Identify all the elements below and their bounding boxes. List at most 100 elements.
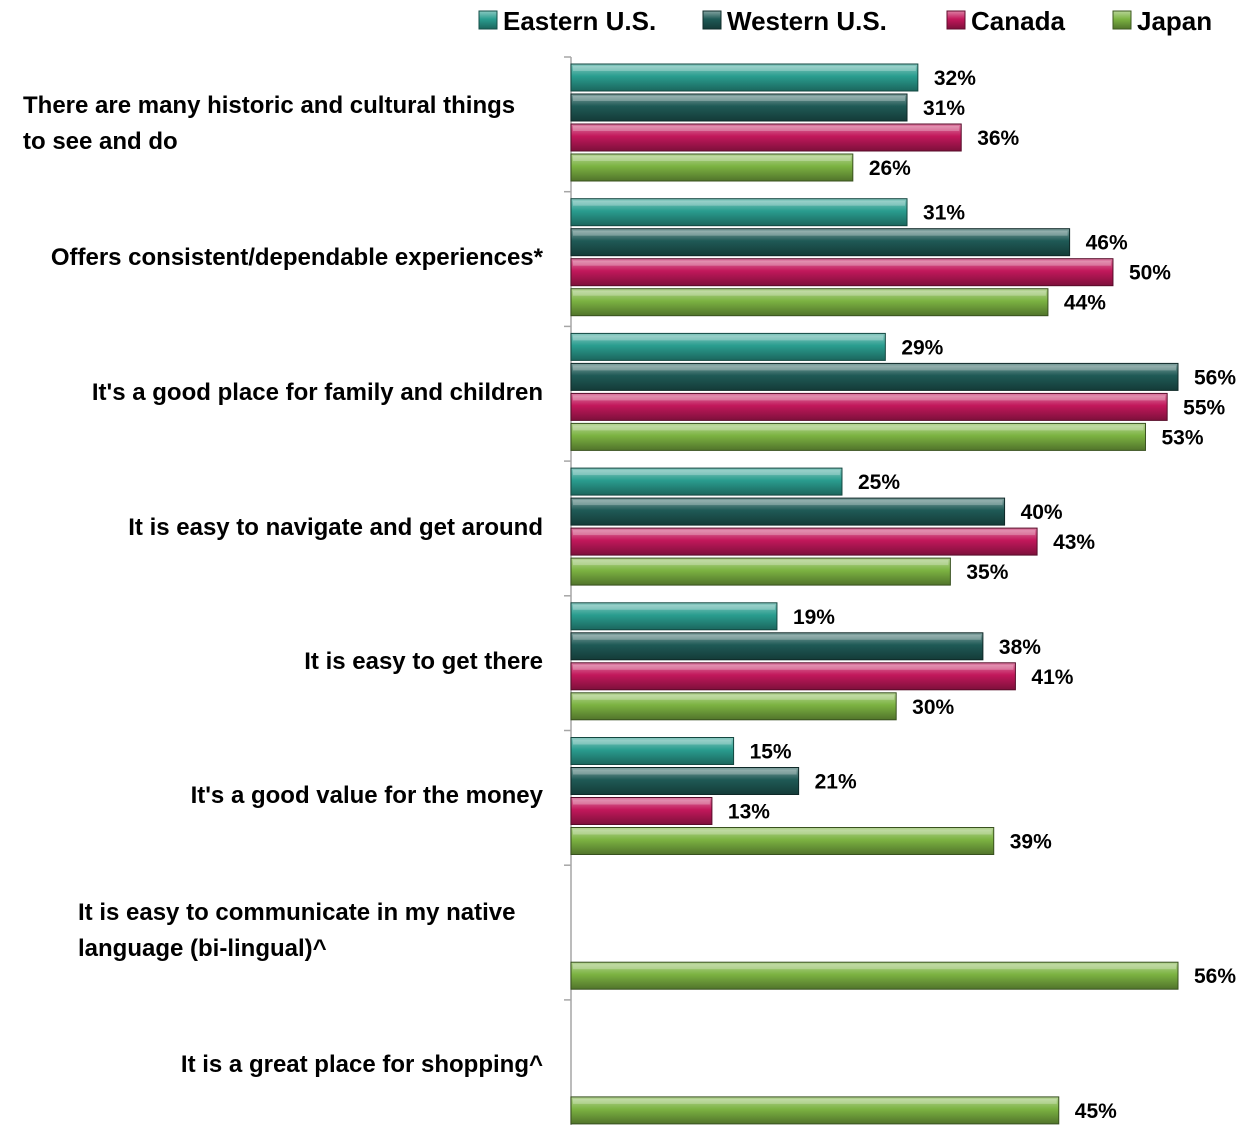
data-label-japan: 44%	[1064, 292, 1106, 315]
bar-highlight	[573, 335, 884, 341]
bar-highlight	[573, 500, 1003, 506]
bar-canada	[570, 258, 1114, 287]
category-label: It is easy to communicate in my native	[78, 899, 515, 926]
bar-western-u-s	[570, 362, 1179, 391]
bar-western-u-s	[570, 93, 908, 122]
bar-highlight	[573, 365, 1176, 371]
category-label: It's a good place for family and childre…	[92, 379, 543, 406]
legend-swatch	[478, 10, 498, 30]
data-labels: 32% 31% 29% 25% 19% 15% 31% 46% 56% 40% 38% 21% 36% 5…	[728, 67, 1236, 1123]
bar-western-u-s	[570, 228, 1071, 257]
bar-highlight	[573, 200, 906, 206]
data-label-japan: 35%	[966, 561, 1008, 584]
bar-highlight	[573, 530, 1036, 536]
bar-highlight	[573, 425, 1144, 431]
bar-japan	[570, 692, 897, 721]
data-label-western-u-s: 56%	[1194, 366, 1236, 389]
data-label-canada: 41%	[1031, 666, 1073, 689]
legend-swatch	[946, 10, 966, 30]
bars	[570, 63, 1179, 1125]
legend-item-eastern-u-s: Eastern U.S.	[478, 6, 656, 36]
bar-japan	[570, 961, 1179, 990]
data-label-western-u-s: 38%	[999, 636, 1041, 659]
bar-highlight	[573, 694, 895, 700]
data-label-japan: 45%	[1075, 1100, 1117, 1123]
legend: Eastern U.S. Western U.S. Canada Japan	[478, 6, 1212, 36]
category-label: There are many historic and cultural thi…	[23, 92, 515, 119]
data-label-western-u-s: 31%	[923, 97, 965, 120]
bar-western-u-s	[570, 632, 984, 661]
bar-canada	[570, 527, 1038, 556]
bar-japan	[570, 1096, 1060, 1125]
bar-highlight	[573, 769, 797, 775]
bar-highlight	[573, 260, 1111, 266]
legend-label: Japan	[1137, 6, 1212, 36]
bar-highlight	[573, 470, 840, 476]
legend-item-japan: Japan	[1112, 6, 1212, 36]
legend-label: Western U.S.	[727, 6, 887, 36]
data-label-eastern-u-s: 19%	[793, 606, 835, 629]
category-label: to see and do	[23, 128, 178, 155]
data-label-eastern-u-s: 15%	[750, 741, 792, 764]
bar-eastern-u-s	[570, 737, 735, 765]
category-label: Offers consistent/dependable experiences…	[51, 244, 544, 271]
bar-highlight	[573, 290, 1046, 296]
data-label-eastern-u-s: 29%	[901, 336, 943, 359]
legend-item-canada: Canada	[946, 6, 1065, 36]
bar-japan	[570, 557, 951, 586]
bar-highlight	[573, 664, 1014, 670]
bar-highlight	[573, 604, 775, 610]
bar-canada	[570, 797, 713, 825]
data-label-canada: 36%	[977, 127, 1019, 150]
bar-western-u-s	[570, 767, 800, 795]
bar-highlight	[573, 799, 710, 805]
category-label: language (bi-lingual)^	[78, 935, 327, 962]
data-label-western-u-s: 40%	[1021, 501, 1063, 524]
data-label-eastern-u-s: 25%	[858, 471, 900, 494]
data-label-canada: 55%	[1183, 396, 1225, 419]
bar-eastern-u-s	[570, 467, 843, 496]
data-label-canada: 43%	[1053, 531, 1095, 554]
bar-highlight	[573, 560, 949, 566]
legend-item-western-u-s: Western U.S.	[702, 6, 887, 36]
bar-highlight	[573, 1098, 1057, 1104]
data-label-japan: 30%	[912, 696, 954, 719]
category-label: It is a great place for shopping^	[181, 1051, 543, 1078]
bar-highlight	[573, 126, 960, 131]
bar-highlight	[573, 156, 851, 161]
data-label-eastern-u-s: 31%	[923, 202, 965, 225]
data-label-japan: 53%	[1161, 426, 1203, 449]
bar-highlight	[573, 634, 981, 640]
bar-highlight	[573, 96, 906, 101]
bar-japan	[570, 422, 1146, 451]
category-label: It is easy to navigate and get around	[128, 514, 543, 541]
bar-eastern-u-s	[570, 332, 886, 361]
data-label-japan: 39%	[1010, 831, 1052, 854]
bar-highlight	[573, 230, 1068, 236]
bar-canada	[570, 123, 962, 152]
data-label-japan: 26%	[869, 157, 911, 180]
bar-western-u-s	[570, 497, 1006, 526]
category-label: It's a good value for the money	[191, 782, 544, 809]
bar-highlight	[573, 66, 916, 71]
data-label-eastern-u-s: 32%	[934, 67, 976, 90]
bar-eastern-u-s	[570, 63, 919, 92]
legend-swatch	[1112, 10, 1132, 30]
bar-highlight	[573, 395, 1166, 401]
bar-japan	[570, 153, 854, 182]
legend-swatch	[702, 10, 722, 30]
legend-label: Canada	[971, 6, 1065, 36]
data-label-western-u-s: 46%	[1086, 232, 1128, 255]
bar-highlight	[573, 964, 1176, 970]
category-labels: There are many historic and cultural thi…	[23, 92, 544, 1078]
data-label-canada: 50%	[1129, 262, 1171, 285]
bar-highlight	[573, 739, 732, 745]
category-label: It is easy to get there	[304, 648, 543, 675]
bar-japan	[570, 288, 1049, 317]
data-label-canada: 13%	[728, 801, 770, 824]
bar-eastern-u-s	[570, 198, 908, 227]
bar-japan	[570, 827, 995, 855]
bar-highlight	[573, 829, 992, 835]
